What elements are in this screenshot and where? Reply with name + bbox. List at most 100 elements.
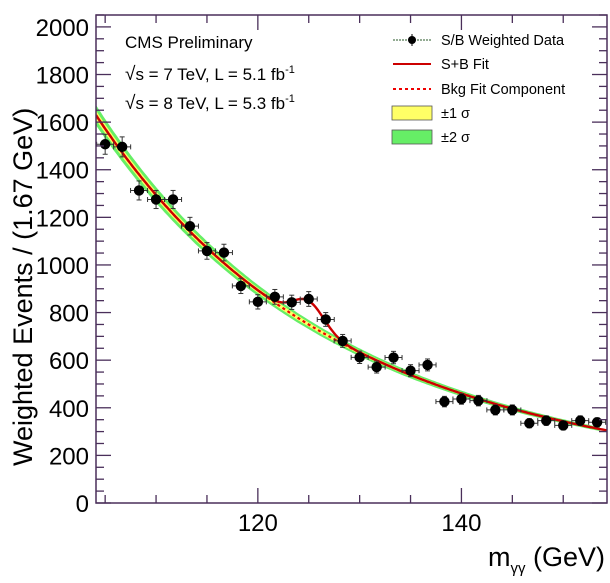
bkg-fit-line [96,114,606,432]
legend-entry-sigma1: ±1 σ [391,105,470,122]
data-marker [388,352,399,363]
y-tick-label: 800 [49,301,89,328]
data-point [401,364,420,378]
bkg-fit-curve [96,114,606,432]
data-marker [456,393,467,405]
data-marker [150,194,162,205]
y-tick-label: 1800 [36,63,89,90]
data-points [96,133,607,431]
data-point [130,180,149,201]
data-marker [405,365,416,376]
svg-text:√s = 8 TeV, L = 5.3 fb-1: √s = 8 TeV, L = 5.3 fb-1 [125,93,295,114]
sb-fit-curve [96,114,607,432]
sigma2-band [96,105,600,431]
x-axis-ticks: 120 140 [104,15,564,537]
data-marker [439,396,450,407]
data-marker [286,297,297,308]
svg-text:S/B Weighted Data: S/B Weighted Data [441,33,565,49]
y-tick-label: 400 [49,396,89,423]
y-tick-label: 1600 [36,110,89,137]
x-tick-label: 120 [238,510,278,537]
data-marker [337,335,348,347]
data-point [282,294,301,310]
data-marker [371,361,382,373]
data-point [554,420,573,431]
data-marker [473,395,484,406]
data-point [214,243,233,262]
data-point [520,418,539,429]
data-marker [133,185,145,196]
legend-marker-icon [408,36,416,44]
data-marker [184,220,196,232]
plot-frame [95,14,608,504]
data-marker [507,404,518,416]
data-marker [558,420,569,431]
data-point [367,360,386,374]
data-point [333,333,352,348]
svg-text:S+B Fit: S+B Fit [441,57,489,73]
y-tick-label: 1400 [36,158,89,185]
data-point [537,415,556,426]
y-tick-label: 2000 [36,15,89,42]
data-marker [269,291,281,303]
data-marker [490,404,501,416]
y-tick-label: 1200 [36,205,89,232]
energy-line-8tev: √s = 8 TeV, L = 5.3 fb-1 [125,93,295,114]
legend-entry-sb-fit: S+B Fit [393,57,489,73]
data-marker [422,359,433,371]
data-marker [201,245,213,257]
data-point [147,189,166,210]
data-point [164,189,183,210]
data-point [113,136,132,158]
data-marker [575,415,586,426]
data-marker [252,296,264,308]
data-point [265,288,284,305]
sqrt-symbol: √ [125,93,136,114]
legend: S/B Weighted Data S+B Fit Bkg Fit Compon… [391,33,565,146]
y-tick-label: 200 [49,443,89,470]
data-marker [541,415,552,426]
data-point [469,394,488,407]
data-point [435,395,454,408]
data-marker [99,139,111,150]
data-marker [591,417,603,428]
data-point [299,291,318,307]
sigma1-band [96,110,600,430]
legend-entry-data: S/B Weighted Data [393,33,565,49]
x-tick-label: 140 [441,510,481,537]
y-axis-title: Weighted Events / (1.67 GeV) [8,108,38,466]
svg-text:±2 σ: ±2 σ [441,130,470,146]
sqrt-symbol: √ [125,64,136,85]
data-point [384,350,403,365]
data-point [350,350,369,365]
data-marker [320,314,331,325]
sigma2-band-area [96,105,600,431]
data-marker [116,141,128,153]
data-marker [218,247,230,258]
svg-text:±1 σ: ±1 σ [441,106,470,122]
data-marker [524,418,535,429]
legend-entry-bkg: Bkg Fit Component [393,82,565,98]
data-point [248,294,267,310]
svg-text:Bkg Fit Component: Bkg Fit Component [441,82,565,98]
data-point [180,216,199,236]
data-point [231,277,250,295]
svg-text:√s = 7 TeV, L = 5.1 fb-1: √s = 7 TeV, L = 5.1 fb-1 [125,64,295,85]
data-marker [235,280,247,292]
y-tick-label: 0 [76,491,89,518]
data-point [571,415,590,426]
plot-border [95,14,608,504]
x-axis-title: mγγ (GeV) [488,542,605,577]
y-tick-label: 1000 [36,253,89,280]
data-marker [167,194,179,205]
legend-entry-sigma2: ±2 σ [391,129,470,146]
y-axis-ticks: 0 200 400 600 800 1000 1200 1400 1600 1800 2000 [36,14,607,518]
cms-preliminary-label: CMS Preliminary [125,33,253,52]
y-tick-label: 600 [49,348,89,375]
data-point [418,358,437,372]
data-marker [303,293,314,305]
data-point [503,404,522,416]
data-point [316,312,335,327]
sigma1-band-area [96,110,600,430]
